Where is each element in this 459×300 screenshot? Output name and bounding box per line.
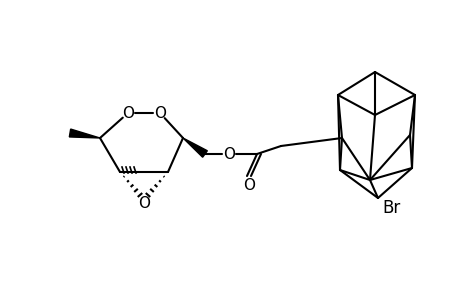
Text: Br: Br [382,199,400,217]
Text: O: O [223,146,235,161]
Text: O: O [122,106,134,121]
Text: O: O [242,178,254,193]
Polygon shape [183,138,207,157]
Polygon shape [69,129,100,138]
Text: O: O [154,106,166,121]
Text: O: O [138,196,150,211]
